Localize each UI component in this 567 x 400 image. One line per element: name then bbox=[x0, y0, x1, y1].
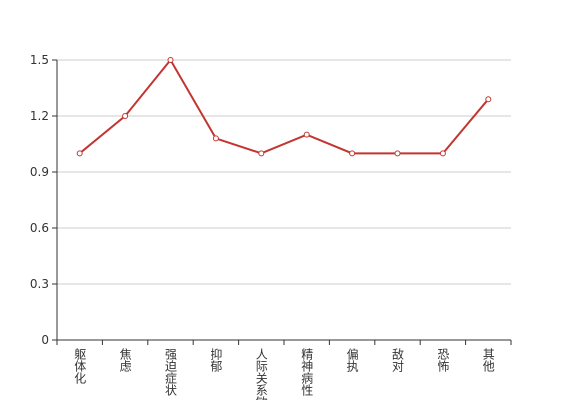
y-tick-label: 0.6 bbox=[30, 221, 49, 235]
x-tick-label: 人际关系敏感 bbox=[254, 348, 268, 400]
point bbox=[212, 135, 219, 142]
y-tick-label: 0.9 bbox=[30, 165, 49, 179]
x-tick-label: 焦虑 bbox=[118, 348, 132, 372]
x-tick-label: 恐怖 bbox=[436, 348, 450, 372]
x-tick-label: 其他 bbox=[481, 348, 495, 372]
point bbox=[485, 96, 492, 103]
x-tick-label: 躯体化 bbox=[73, 347, 87, 385]
point bbox=[258, 150, 265, 157]
x-tick-label: 精神病性 bbox=[300, 348, 314, 397]
line bbox=[79, 58, 490, 155]
point bbox=[303, 131, 310, 138]
x-tick-label: 强迫症状 bbox=[164, 348, 178, 396]
y-tick-label: 1.5 bbox=[30, 53, 49, 67]
point bbox=[167, 57, 174, 63]
y-tick-label: 0.3 bbox=[30, 277, 49, 291]
x-tick-label: 偏执 bbox=[345, 347, 359, 373]
y-tick-label: 1.2 bbox=[30, 109, 49, 123]
point bbox=[349, 150, 356, 157]
y-tick-label: 0 bbox=[41, 333, 49, 347]
point bbox=[76, 150, 83, 157]
point bbox=[122, 113, 129, 119]
x-tick-label: 敌对 bbox=[391, 347, 405, 372]
point bbox=[394, 150, 401, 157]
point bbox=[439, 150, 446, 157]
x-tick-label: 抑郁 bbox=[209, 347, 223, 373]
